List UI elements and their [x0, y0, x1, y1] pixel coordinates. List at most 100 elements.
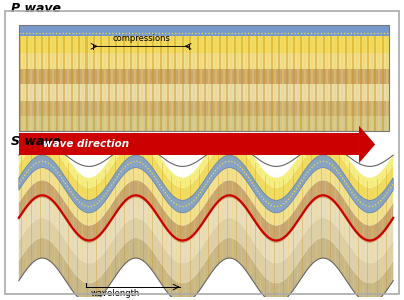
- Bar: [267, 36, 269, 130]
- Bar: [215, 36, 217, 130]
- Bar: [274, 36, 276, 130]
- Bar: [256, 36, 258, 130]
- Bar: [226, 36, 228, 130]
- Text: wave direction: wave direction: [43, 140, 129, 149]
- Bar: [152, 36, 154, 130]
- Bar: [219, 36, 221, 130]
- Bar: [311, 36, 314, 130]
- Bar: [352, 36, 354, 130]
- Bar: [182, 36, 184, 130]
- Bar: [19, 134, 359, 155]
- Bar: [23, 36, 25, 130]
- Bar: [34, 36, 36, 130]
- Bar: [86, 36, 88, 130]
- Bar: [52, 36, 54, 130]
- Bar: [356, 36, 358, 130]
- Bar: [19, 52, 389, 70]
- Bar: [130, 36, 132, 130]
- Bar: [248, 36, 250, 130]
- Bar: [349, 36, 351, 130]
- Bar: [82, 36, 84, 130]
- Bar: [19, 101, 389, 116]
- Bar: [160, 36, 162, 130]
- Bar: [367, 36, 369, 130]
- Bar: [293, 36, 295, 130]
- Bar: [93, 36, 95, 130]
- Bar: [48, 36, 50, 130]
- Bar: [41, 36, 43, 130]
- Bar: [104, 36, 106, 130]
- Bar: [67, 36, 69, 130]
- Bar: [19, 25, 389, 36]
- Bar: [63, 36, 65, 130]
- Bar: [200, 36, 202, 130]
- Bar: [341, 36, 343, 130]
- Bar: [304, 36, 306, 130]
- Polygon shape: [19, 238, 393, 300]
- Bar: [197, 36, 199, 130]
- Bar: [19, 25, 389, 130]
- Bar: [19, 116, 389, 130]
- Bar: [234, 36, 236, 130]
- Bar: [59, 36, 61, 130]
- Bar: [375, 36, 377, 130]
- Bar: [204, 36, 206, 130]
- Bar: [360, 36, 362, 130]
- Bar: [167, 36, 169, 130]
- Polygon shape: [359, 126, 375, 163]
- Bar: [74, 36, 76, 130]
- Bar: [385, 36, 387, 130]
- Bar: [345, 36, 347, 130]
- Polygon shape: [19, 218, 393, 283]
- Bar: [326, 36, 328, 130]
- Bar: [260, 36, 262, 130]
- Text: wavelength: wavelength: [90, 289, 139, 298]
- Bar: [175, 36, 177, 130]
- Bar: [30, 36, 32, 130]
- Polygon shape: [19, 155, 393, 213]
- Bar: [178, 36, 180, 130]
- Bar: [371, 36, 373, 130]
- Bar: [223, 36, 225, 130]
- Bar: [334, 36, 336, 130]
- Bar: [119, 36, 121, 130]
- Bar: [185, 36, 187, 130]
- Polygon shape: [19, 198, 393, 263]
- Bar: [271, 36, 273, 130]
- Bar: [319, 36, 321, 130]
- Bar: [122, 36, 124, 130]
- Polygon shape: [19, 160, 393, 225]
- Bar: [337, 36, 339, 130]
- Bar: [108, 36, 110, 130]
- Bar: [115, 36, 117, 130]
- Polygon shape: [19, 180, 393, 243]
- Bar: [19, 36, 389, 52]
- Bar: [300, 36, 302, 130]
- Bar: [170, 36, 173, 130]
- Bar: [322, 36, 324, 130]
- Bar: [45, 36, 47, 130]
- Bar: [19, 70, 389, 84]
- Bar: [330, 36, 332, 130]
- Bar: [363, 36, 365, 130]
- Bar: [286, 36, 288, 130]
- Bar: [211, 36, 213, 130]
- Bar: [126, 36, 128, 130]
- Bar: [89, 36, 91, 130]
- Text: P wave: P wave: [11, 2, 61, 15]
- Bar: [37, 36, 39, 130]
- Bar: [100, 36, 102, 130]
- Bar: [282, 36, 284, 130]
- Bar: [148, 36, 150, 130]
- Bar: [289, 36, 291, 130]
- Bar: [156, 36, 158, 130]
- Bar: [278, 36, 280, 130]
- Bar: [189, 36, 191, 130]
- Bar: [245, 36, 247, 130]
- Bar: [263, 36, 265, 130]
- Bar: [137, 36, 139, 130]
- Bar: [193, 36, 195, 130]
- Bar: [145, 36, 147, 130]
- Text: S wave: S wave: [11, 135, 61, 148]
- Bar: [297, 36, 299, 130]
